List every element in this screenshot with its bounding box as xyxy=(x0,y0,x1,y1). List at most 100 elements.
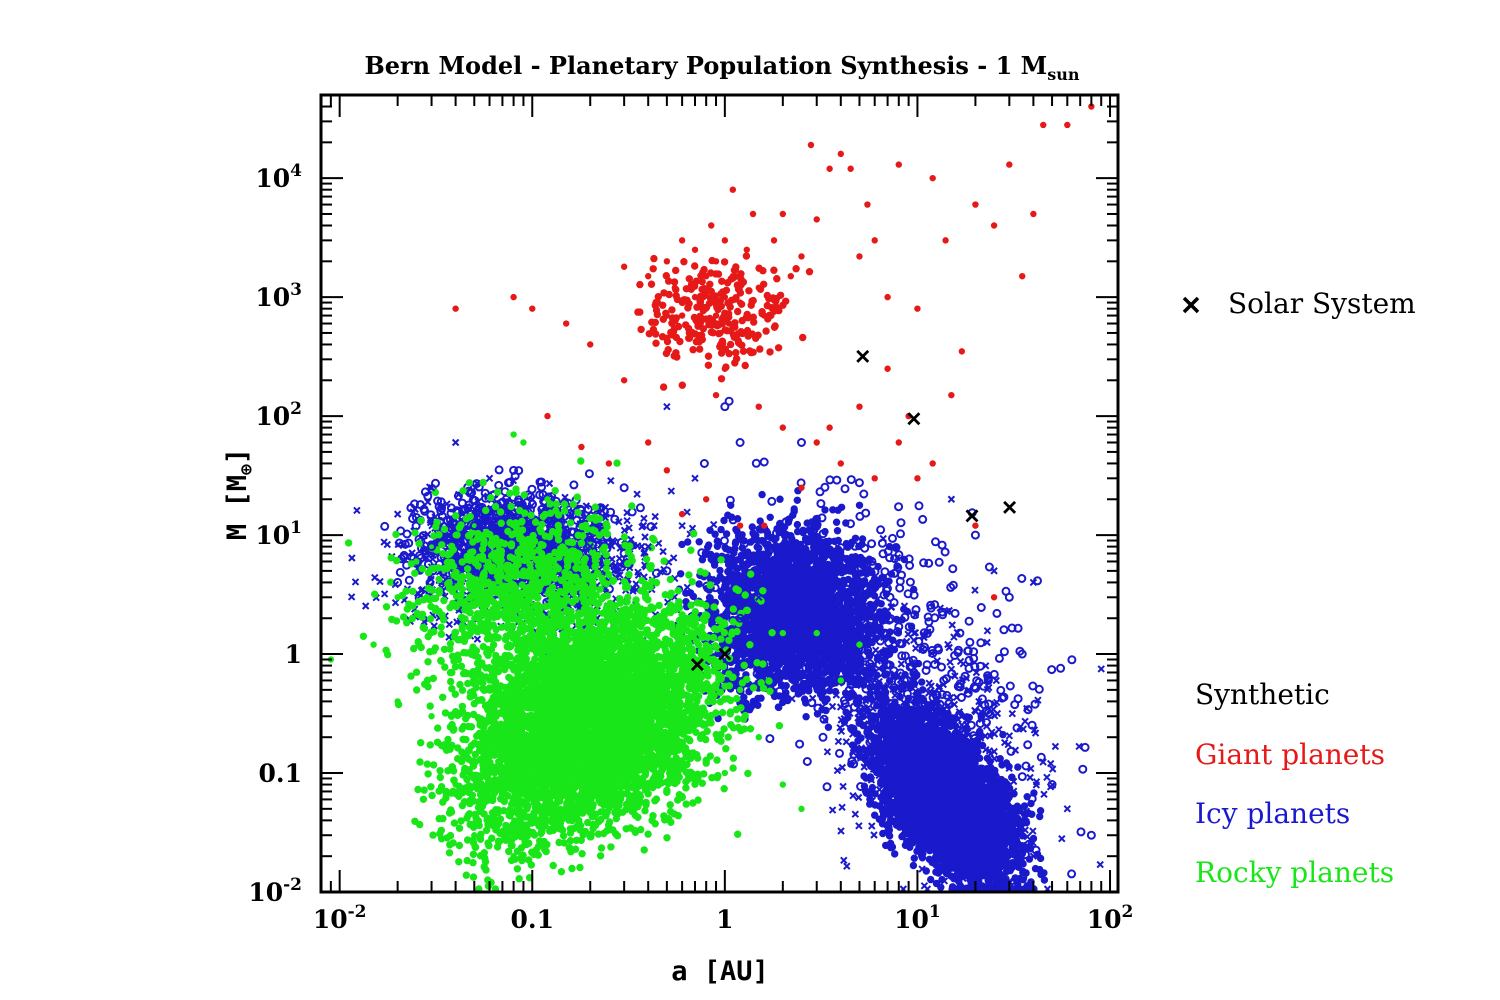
icy-planets-point xyxy=(1029,852,1038,860)
icy-cloud-scatter-crosses xyxy=(788,534,1104,893)
giant-planets-point xyxy=(871,237,878,244)
giant-planets-point xyxy=(620,377,628,384)
legend-synthetic: Synthetic Giant planets Icy planets Rock… xyxy=(1195,678,1394,889)
giant-planets-point xyxy=(1040,121,1047,129)
rocky-planets-point xyxy=(755,734,762,741)
icy-planets-point xyxy=(721,578,729,587)
rocky-planets-point xyxy=(510,431,517,438)
icy-planets-point xyxy=(1017,804,1027,814)
rocky-planets-point xyxy=(544,496,551,503)
icy-planets-point xyxy=(971,852,980,860)
legend-x-marker xyxy=(1182,296,1200,314)
giant-planets-point xyxy=(529,305,536,312)
icy-planets-point xyxy=(451,438,460,447)
data-points xyxy=(327,103,1105,887)
giant-planets-point xyxy=(884,365,891,372)
giant-planets-point xyxy=(721,293,729,301)
rocky-planets-point xyxy=(529,748,536,756)
giant-planets-point xyxy=(895,439,902,446)
y-axis-label: M [M⊕] xyxy=(222,448,257,540)
icy-planets-point xyxy=(895,748,903,756)
giant-planets-point xyxy=(736,522,744,529)
icy-planets-point xyxy=(586,542,594,551)
icy-planets-point xyxy=(947,495,956,503)
rocky-planets-point xyxy=(837,677,844,684)
giant-planets-point xyxy=(1030,210,1037,218)
icy-planets-point xyxy=(427,542,437,552)
y-tick-label: 101 xyxy=(255,518,302,550)
y-tick-label: 102 xyxy=(255,399,302,431)
rocky-planets-point xyxy=(813,629,820,637)
giant-planets-point xyxy=(856,253,863,260)
giant-planets-point xyxy=(712,258,720,265)
rocky-planets-point xyxy=(620,615,628,622)
icy-planets-point xyxy=(427,484,436,492)
giant-planets-point xyxy=(755,284,762,291)
y-tick-label: 0.1 xyxy=(259,759,303,788)
giant-planets-point xyxy=(663,258,671,265)
icy-planets-point xyxy=(720,402,730,412)
axis-ticks xyxy=(320,94,1118,893)
giant-planets-point xyxy=(755,403,762,410)
icy-planets-point xyxy=(989,866,999,876)
giant-planets-point xyxy=(645,272,652,280)
rocky-planets-point xyxy=(452,781,459,788)
giant-planets-point xyxy=(958,348,966,355)
giant-planets-point xyxy=(620,263,628,270)
giant-planets-point xyxy=(510,293,517,301)
giant-planets-point xyxy=(813,216,820,223)
icy-planets-point xyxy=(1029,578,1038,587)
giant-planets-point xyxy=(929,460,936,467)
giant-planets-point xyxy=(663,467,671,474)
giant-planets-point xyxy=(871,475,878,482)
icy-planets-point xyxy=(778,566,788,576)
icy-planets-point xyxy=(871,676,879,685)
rocky-planets-point xyxy=(394,594,401,601)
icy-planets-point xyxy=(485,474,494,483)
giant-planets-point xyxy=(895,161,902,168)
solar-system-point xyxy=(690,658,704,672)
solar-system-point xyxy=(907,412,921,426)
rocky-planets-point xyxy=(587,713,594,720)
rocky-planets-point xyxy=(645,662,652,669)
rocky-planets-point xyxy=(529,629,536,637)
icy-planets-point xyxy=(509,465,519,475)
giant-planets-point xyxy=(914,475,921,482)
legend-heading: Synthetic xyxy=(1195,678,1330,711)
x-tick-label: 0.1 xyxy=(511,905,555,934)
rocky-planets-point xyxy=(428,629,435,637)
giant-planets-point xyxy=(826,165,833,172)
giant-planets-point xyxy=(942,237,949,244)
rocky-planets-point xyxy=(702,713,710,720)
giant-planets-point xyxy=(678,237,686,244)
giant-planets-point xyxy=(721,237,729,244)
rocky-planets-point xyxy=(520,439,527,446)
giant-planets-point xyxy=(864,201,871,208)
rocky-planets-point xyxy=(663,698,671,705)
icy-planets-point xyxy=(1017,649,1027,659)
icy-planets-point xyxy=(1004,592,1014,602)
giant-planets-point xyxy=(743,246,750,253)
icy-planets-point xyxy=(619,483,629,493)
giant-planets-point xyxy=(948,391,955,399)
giant-planets-point xyxy=(914,305,921,312)
giant-planets-point xyxy=(725,320,733,327)
giant-planets-point xyxy=(562,320,570,327)
giant-planets-point xyxy=(605,460,613,467)
icy-planets-point xyxy=(735,613,745,623)
rocky-planets-point xyxy=(486,677,493,684)
giant-planets-point xyxy=(837,460,844,467)
giant-planets-point xyxy=(990,222,998,229)
plot-frame xyxy=(319,93,1120,894)
icy-planets-point xyxy=(854,640,864,650)
giant-planets-point xyxy=(1088,103,1095,110)
icy-planets-series xyxy=(393,402,1105,887)
x-axis-label: a [AU] xyxy=(671,956,769,987)
y-tick-label: 103 xyxy=(255,280,302,312)
icy-planets-point xyxy=(796,438,806,448)
icy-planets-point xyxy=(561,530,571,540)
x-tick-label: 102 xyxy=(1087,902,1134,934)
icy-planets-point xyxy=(691,474,699,483)
icy-planets-point xyxy=(393,577,403,587)
giant-planets-point xyxy=(770,237,778,244)
